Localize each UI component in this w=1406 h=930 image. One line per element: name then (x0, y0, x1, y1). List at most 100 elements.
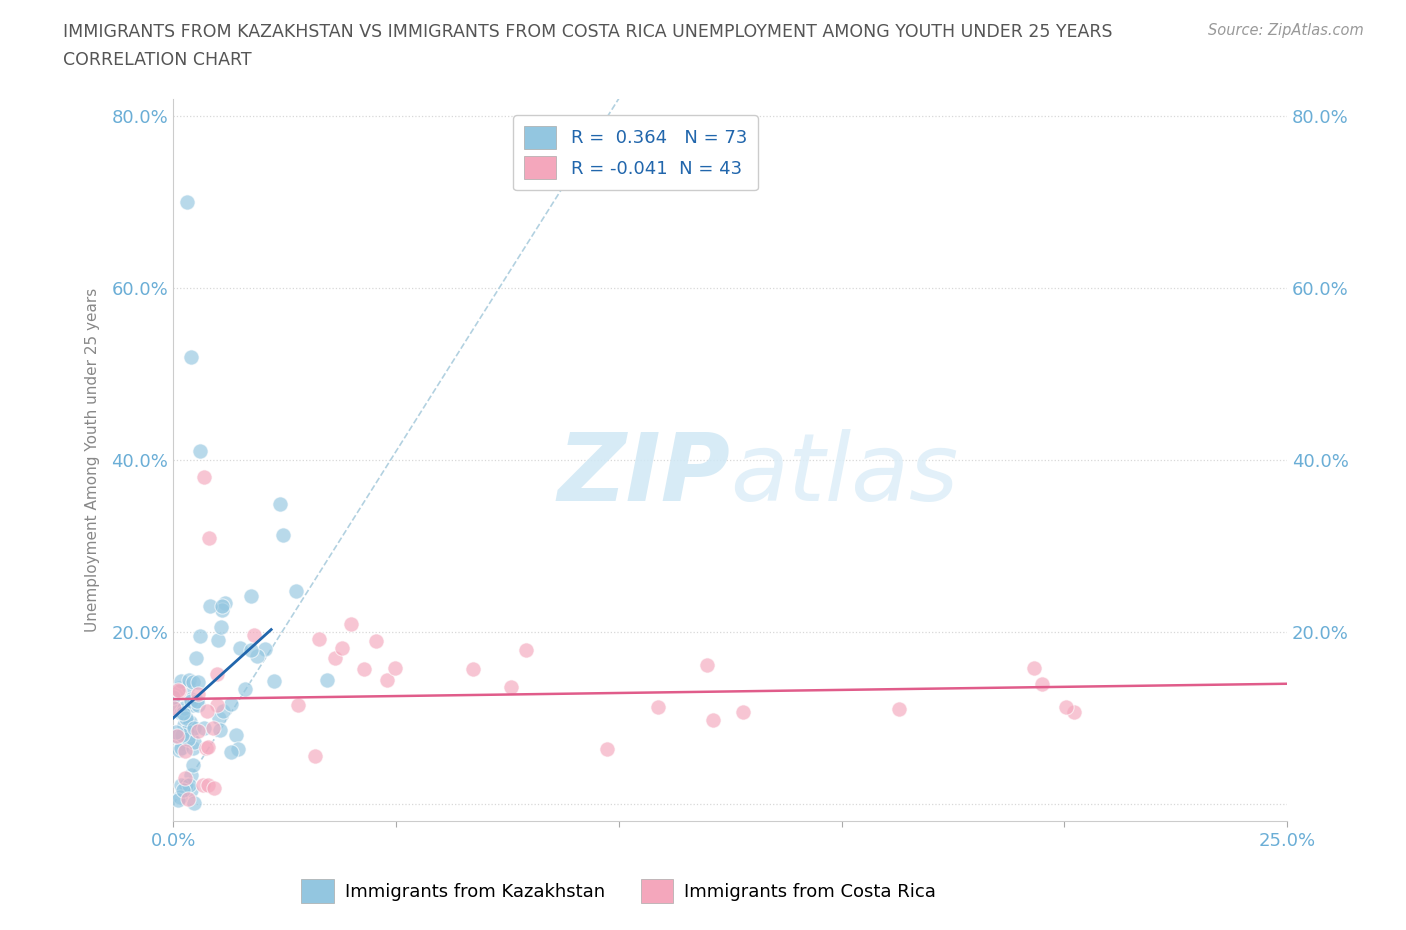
Y-axis label: Unemployment Among Youth under 25 years: Unemployment Among Youth under 25 years (86, 288, 100, 632)
Point (180, 691, 202, 706)
Point (172, 782, 194, 797)
Point (198, 530, 221, 545)
Point (176, 194, 198, 209)
Text: atlas: atlas (730, 429, 959, 520)
Point (193, 470, 215, 485)
Point (702, 712, 724, 727)
Point (177, 678, 200, 693)
Point (226, 741, 249, 756)
Point (176, 732, 198, 747)
Point (163, 729, 186, 744)
Point (167, 793, 190, 808)
Point (179, 715, 201, 730)
Point (166, 728, 188, 743)
Point (207, 632, 229, 647)
Point (169, 743, 191, 758)
Point (181, 740, 204, 755)
Point (180, 350, 202, 365)
Point (316, 672, 339, 687)
Point (219, 744, 242, 759)
Point (366, 633, 388, 648)
Point (162, 689, 184, 704)
Point (183, 796, 205, 811)
Point (501, 679, 523, 694)
Point (214, 595, 236, 610)
Point (193, 721, 215, 736)
Legend: Immigrants from Kazakhstan, Immigrants from Costa Rica: Immigrants from Kazakhstan, Immigrants f… (294, 872, 943, 910)
Point (208, 711, 231, 725)
Point (180, 783, 202, 798)
Point (197, 777, 219, 792)
Point (647, 699, 669, 714)
Point (515, 643, 537, 658)
Point (173, 718, 195, 733)
Point (187, 686, 209, 701)
Point (174, 743, 197, 758)
Point (172, 706, 194, 721)
Point (174, 711, 197, 725)
Point (170, 706, 193, 721)
Point (170, 740, 193, 755)
Point (176, 724, 198, 738)
Point (271, 527, 294, 542)
Point (212, 704, 235, 719)
Point (202, 781, 225, 796)
Point (1031, 676, 1053, 691)
Point (191, 777, 214, 792)
Point (166, 701, 188, 716)
Point (181, 698, 204, 712)
Point (173, 700, 195, 715)
Point (194, 740, 217, 755)
Point (173, 770, 195, 785)
Point (304, 749, 326, 764)
Point (180, 727, 202, 742)
Text: CORRELATION CHART: CORRELATION CHART (63, 51, 252, 69)
Point (219, 697, 242, 711)
Point (242, 628, 264, 643)
Point (183, 674, 205, 689)
Point (731, 705, 754, 720)
Point (181, 758, 204, 773)
Point (162, 700, 184, 715)
Point (205, 698, 228, 712)
Point (176, 721, 198, 736)
Point (170, 674, 193, 689)
Point (284, 584, 307, 599)
Point (211, 603, 233, 618)
Text: ZIP: ZIP (557, 429, 730, 521)
Point (263, 673, 285, 688)
Point (239, 589, 262, 604)
Point (384, 660, 406, 675)
Point (180, 694, 202, 709)
Point (233, 682, 256, 697)
Point (186, 694, 208, 709)
Point (167, 681, 190, 696)
Point (188, 444, 211, 458)
Point (696, 658, 718, 672)
Point (165, 724, 187, 739)
Legend: R =  0.364   N = 73, R = -0.041  N = 43: R = 0.364 N = 73, R = -0.041 N = 43 (513, 115, 758, 191)
Point (170, 727, 193, 742)
Point (190, 629, 212, 644)
Point (269, 497, 291, 512)
Text: Source: ZipAtlas.com: Source: ZipAtlas.com (1208, 23, 1364, 38)
Point (211, 599, 233, 614)
Point (228, 641, 250, 656)
Point (353, 661, 375, 676)
Point (169, 684, 191, 698)
Point (183, 735, 205, 750)
Point (170, 777, 193, 792)
Point (377, 672, 399, 687)
Point (187, 724, 209, 738)
Point (186, 675, 208, 690)
Point (330, 640, 353, 655)
Point (174, 777, 197, 792)
Point (240, 643, 263, 658)
Point (461, 661, 484, 676)
Point (287, 698, 309, 712)
Point (197, 739, 219, 754)
Point (167, 683, 190, 698)
Point (205, 667, 228, 682)
Point (209, 723, 232, 737)
Point (887, 702, 910, 717)
